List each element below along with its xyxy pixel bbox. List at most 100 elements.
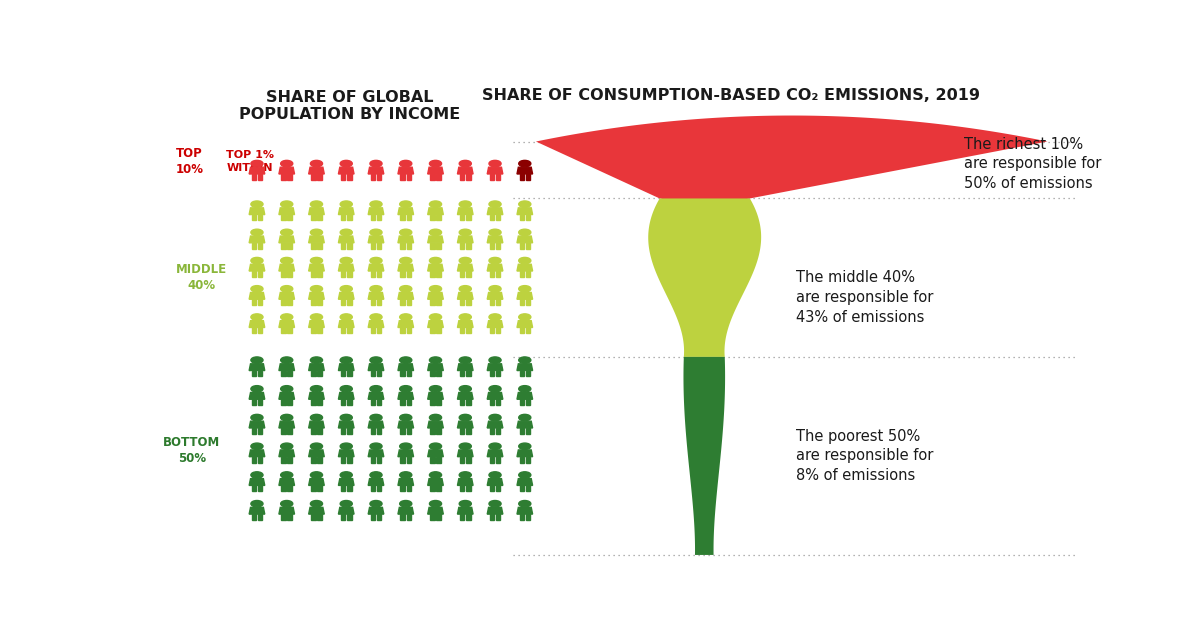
Polygon shape: [377, 271, 382, 277]
Polygon shape: [371, 370, 376, 376]
Polygon shape: [308, 364, 324, 370]
Polygon shape: [368, 478, 384, 485]
Polygon shape: [282, 243, 286, 249]
Polygon shape: [526, 327, 530, 333]
Polygon shape: [520, 243, 524, 249]
Polygon shape: [460, 370, 464, 376]
Polygon shape: [377, 399, 382, 405]
Polygon shape: [282, 370, 286, 376]
Polygon shape: [407, 428, 412, 434]
Circle shape: [488, 160, 502, 167]
Polygon shape: [317, 174, 322, 180]
Polygon shape: [311, 370, 316, 376]
Polygon shape: [308, 507, 324, 514]
Polygon shape: [517, 450, 533, 457]
Polygon shape: [347, 243, 352, 249]
Polygon shape: [338, 167, 354, 174]
Polygon shape: [496, 243, 500, 249]
Circle shape: [400, 414, 412, 421]
Circle shape: [311, 443, 323, 449]
Polygon shape: [460, 428, 464, 434]
Polygon shape: [517, 236, 533, 243]
Circle shape: [340, 229, 353, 235]
Circle shape: [460, 500, 472, 507]
Polygon shape: [496, 428, 500, 434]
Polygon shape: [526, 243, 530, 249]
Polygon shape: [341, 399, 346, 405]
Circle shape: [430, 201, 442, 208]
Polygon shape: [338, 236, 354, 243]
Polygon shape: [398, 264, 414, 271]
Polygon shape: [487, 392, 503, 399]
Polygon shape: [341, 327, 346, 333]
Circle shape: [340, 257, 353, 264]
Polygon shape: [371, 215, 376, 221]
Polygon shape: [377, 514, 382, 520]
Circle shape: [311, 472, 323, 478]
Polygon shape: [250, 264, 265, 271]
Circle shape: [281, 414, 293, 421]
Polygon shape: [368, 321, 384, 327]
Polygon shape: [437, 370, 440, 376]
Polygon shape: [407, 327, 412, 333]
Circle shape: [430, 357, 442, 363]
Polygon shape: [288, 215, 292, 221]
Polygon shape: [317, 215, 322, 221]
Polygon shape: [431, 299, 434, 305]
Polygon shape: [252, 215, 256, 221]
Polygon shape: [317, 399, 322, 405]
Polygon shape: [288, 327, 292, 333]
Polygon shape: [407, 399, 412, 405]
Circle shape: [311, 414, 323, 421]
Polygon shape: [308, 450, 324, 457]
Polygon shape: [347, 327, 352, 333]
Polygon shape: [311, 457, 316, 462]
Circle shape: [311, 314, 323, 320]
Polygon shape: [407, 485, 412, 491]
Circle shape: [281, 160, 293, 167]
Polygon shape: [398, 507, 414, 514]
Polygon shape: [427, 236, 443, 243]
Polygon shape: [252, 485, 256, 491]
Polygon shape: [278, 167, 294, 174]
Polygon shape: [288, 271, 292, 277]
Polygon shape: [490, 299, 494, 305]
Circle shape: [251, 257, 263, 264]
Circle shape: [311, 500, 323, 507]
Polygon shape: [487, 507, 503, 514]
Polygon shape: [311, 271, 316, 277]
Polygon shape: [252, 514, 256, 520]
Polygon shape: [282, 485, 286, 491]
Polygon shape: [427, 450, 443, 457]
Polygon shape: [368, 264, 384, 271]
Polygon shape: [431, 485, 434, 491]
Polygon shape: [377, 485, 382, 491]
Text: The middle 40%
are responsible for
43% of emissions: The middle 40% are responsible for 43% o…: [797, 270, 934, 325]
Polygon shape: [487, 208, 503, 215]
Polygon shape: [250, 507, 265, 514]
Circle shape: [311, 285, 323, 292]
Polygon shape: [288, 428, 292, 434]
Circle shape: [518, 314, 530, 320]
Circle shape: [518, 257, 530, 264]
Polygon shape: [466, 457, 470, 462]
Polygon shape: [250, 208, 265, 215]
Circle shape: [460, 285, 472, 292]
Polygon shape: [371, 399, 376, 405]
Polygon shape: [457, 264, 473, 271]
Polygon shape: [371, 514, 376, 520]
Polygon shape: [278, 392, 294, 399]
Circle shape: [251, 229, 263, 235]
Polygon shape: [278, 364, 294, 370]
Polygon shape: [401, 370, 404, 376]
Circle shape: [311, 229, 323, 235]
Polygon shape: [490, 514, 494, 520]
Polygon shape: [308, 167, 324, 174]
Polygon shape: [278, 450, 294, 457]
Circle shape: [281, 386, 293, 392]
Polygon shape: [457, 208, 473, 215]
Polygon shape: [341, 271, 346, 277]
Polygon shape: [520, 514, 524, 520]
Circle shape: [340, 285, 353, 292]
Polygon shape: [338, 264, 354, 271]
